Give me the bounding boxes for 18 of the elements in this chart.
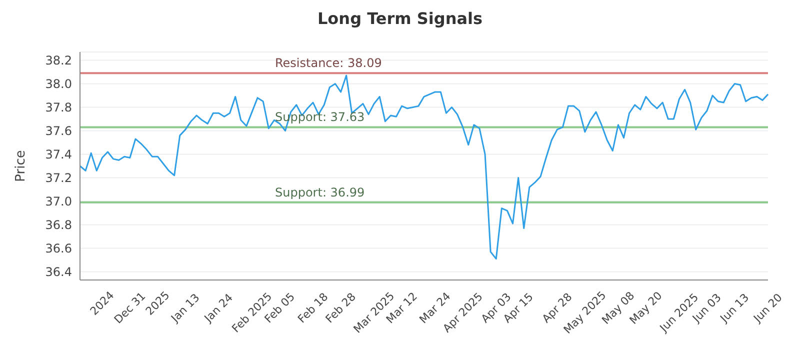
ref-line-label: Support: 36.99	[275, 185, 365, 200]
y-tick-label: 38.2	[45, 53, 72, 68]
y-tick-label: 37.0	[45, 194, 72, 209]
chart-title: Long Term Signals	[316, 8, 484, 30]
y-tick-label: 36.8	[45, 218, 72, 232]
y-tick-label: 36.6	[45, 242, 72, 256]
x-tick-label: Jan 24	[201, 291, 236, 326]
y-tick-label: 37.6	[45, 124, 72, 138]
line-series	[79, 74, 769, 260]
y-tick-label: 36.4	[45, 265, 72, 280]
y-axis-title: Price	[14, 150, 29, 182]
x-tick-label: Jan 13	[168, 291, 202, 326]
y-tick-label: 37.8	[45, 100, 72, 114]
x-tick-label: Jun 20	[750, 291, 785, 326]
y-tick-label: 38.0	[45, 76, 72, 91]
ref-line-label: Resistance: 38.09	[275, 56, 382, 70]
y-tick-label: 37.2	[45, 171, 72, 186]
y-tick-label: 37.4	[45, 148, 72, 162]
